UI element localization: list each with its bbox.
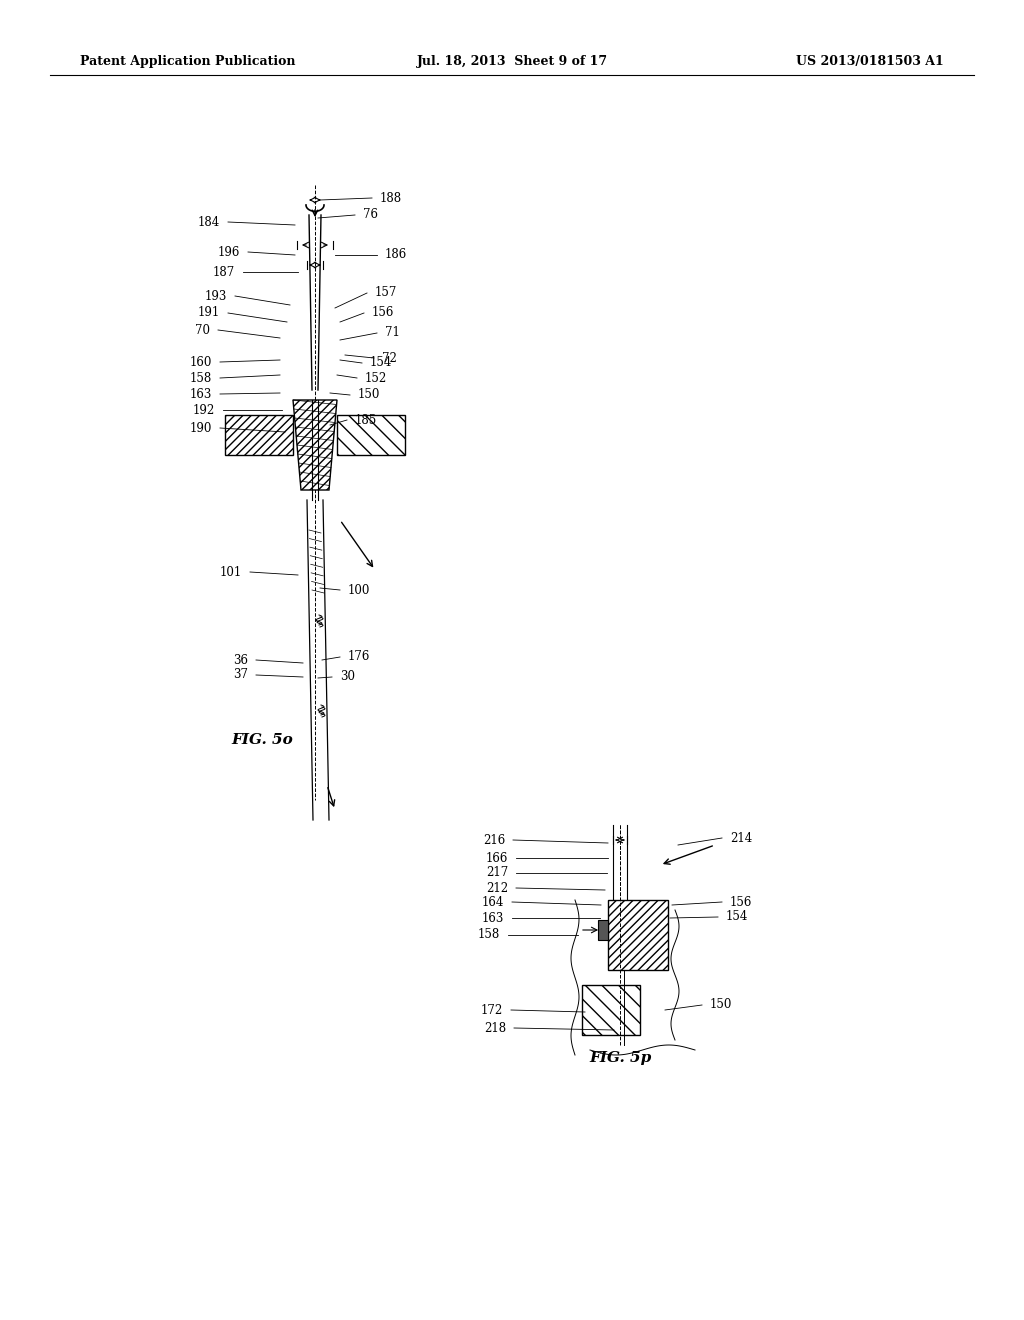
Text: 172: 172 [480, 1003, 503, 1016]
Text: 164: 164 [481, 895, 504, 908]
Text: 192: 192 [193, 404, 215, 417]
Text: 70: 70 [195, 323, 210, 337]
Text: Patent Application Publication: Patent Application Publication [80, 55, 296, 69]
Text: 154: 154 [370, 356, 392, 370]
Polygon shape [293, 400, 337, 490]
Text: 156: 156 [730, 895, 753, 908]
Polygon shape [225, 414, 293, 455]
Text: 154: 154 [726, 911, 749, 924]
Text: 160: 160 [189, 355, 212, 368]
Text: 191: 191 [198, 306, 220, 319]
Text: 216: 216 [482, 833, 505, 846]
Text: US 2013/0181503 A1: US 2013/0181503 A1 [797, 55, 944, 69]
Text: 196: 196 [218, 246, 240, 259]
Text: 157: 157 [375, 286, 397, 300]
Text: 176: 176 [348, 651, 371, 664]
Text: 187: 187 [213, 265, 234, 279]
Text: 72: 72 [382, 351, 397, 364]
Text: 71: 71 [385, 326, 400, 339]
Text: 217: 217 [485, 866, 508, 879]
Text: 190: 190 [189, 421, 212, 434]
Text: 185: 185 [355, 413, 377, 426]
Text: 158: 158 [189, 371, 212, 384]
Text: 36: 36 [233, 653, 248, 667]
Text: 150: 150 [710, 998, 732, 1011]
Text: 163: 163 [189, 388, 212, 400]
Polygon shape [582, 985, 640, 1035]
Text: 214: 214 [730, 832, 753, 845]
Text: FIG. 5p: FIG. 5p [589, 1051, 651, 1065]
Polygon shape [337, 414, 406, 455]
Text: 100: 100 [348, 583, 371, 597]
Text: 101: 101 [220, 565, 242, 578]
Text: 188: 188 [380, 191, 402, 205]
Text: 152: 152 [365, 371, 387, 384]
Text: 30: 30 [340, 671, 355, 684]
Text: 166: 166 [485, 851, 508, 865]
Text: 212: 212 [485, 882, 508, 895]
Text: 193: 193 [205, 289, 227, 302]
Text: 218: 218 [484, 1022, 506, 1035]
Text: 158: 158 [478, 928, 500, 941]
Text: 163: 163 [481, 912, 504, 924]
Text: Jul. 18, 2013  Sheet 9 of 17: Jul. 18, 2013 Sheet 9 of 17 [417, 55, 607, 69]
Polygon shape [608, 900, 668, 970]
Text: 76: 76 [362, 209, 378, 222]
Polygon shape [598, 920, 608, 940]
Text: 37: 37 [233, 668, 248, 681]
Text: 186: 186 [385, 248, 408, 261]
Text: 156: 156 [372, 306, 394, 319]
Text: 150: 150 [358, 388, 380, 401]
Text: 184: 184 [198, 215, 220, 228]
Text: FIG. 5o: FIG. 5o [231, 733, 293, 747]
